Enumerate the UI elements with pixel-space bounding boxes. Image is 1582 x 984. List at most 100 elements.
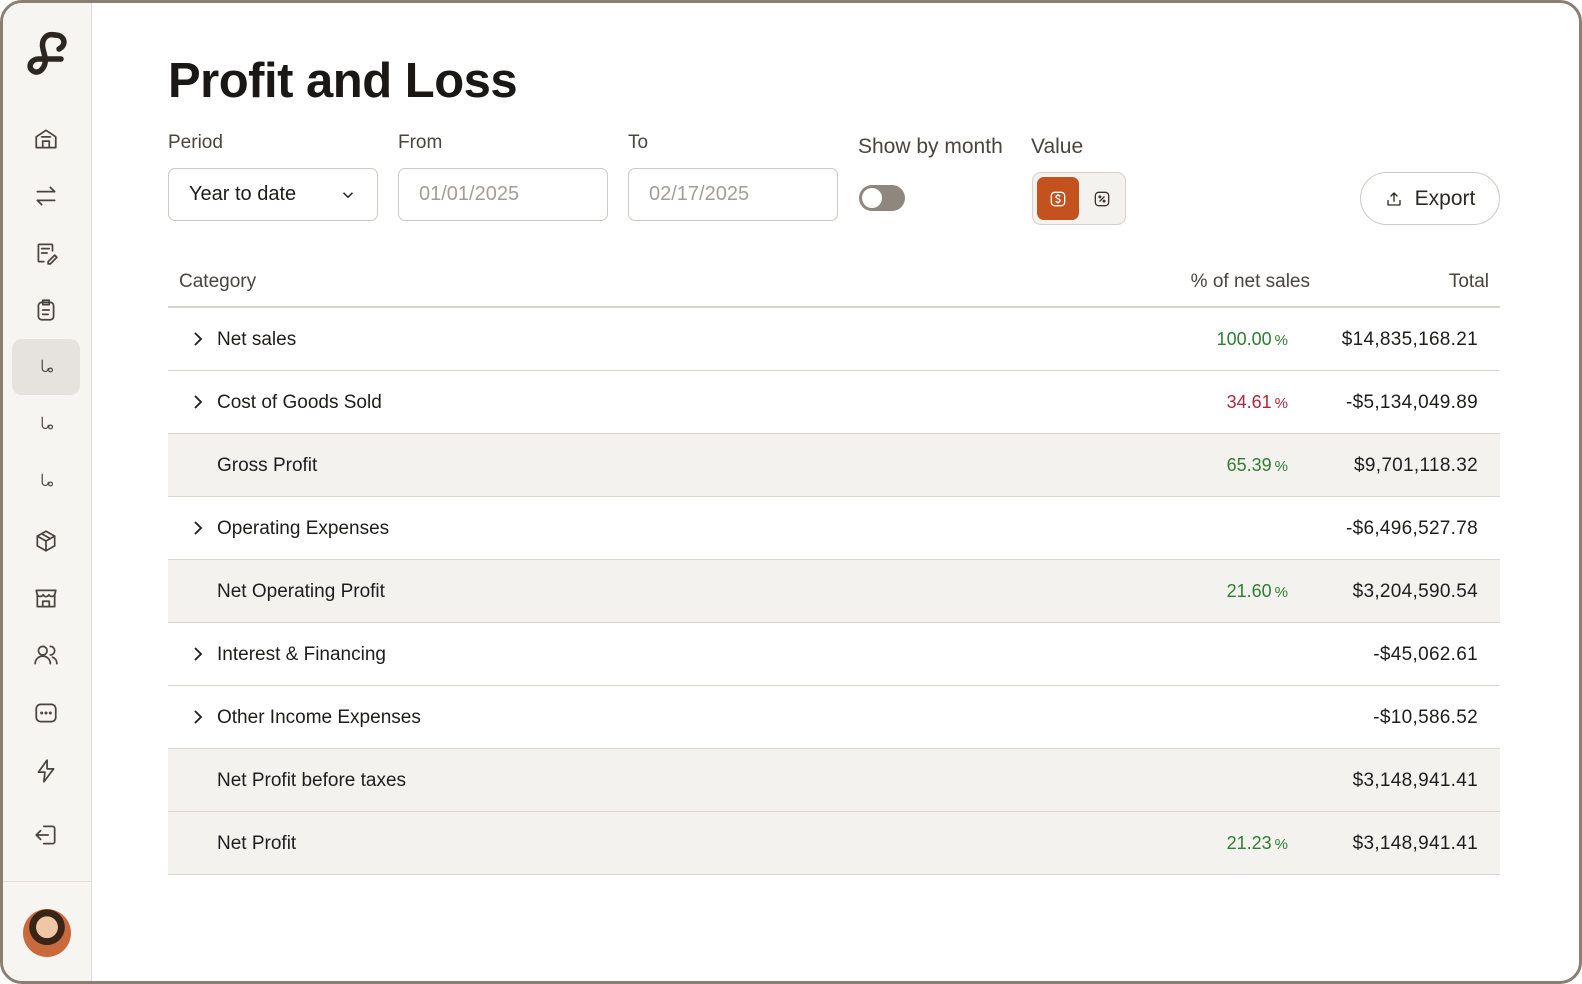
row-category: Other Income Expenses xyxy=(217,707,421,728)
sidebar-item-reports-2[interactable] xyxy=(12,396,80,452)
avatar[interactable] xyxy=(23,909,71,957)
table-row: Net Operating Profit 21.60% $3,204,590.54 xyxy=(168,560,1500,623)
from-label: From xyxy=(398,132,443,153)
row-percent: 34.61% xyxy=(1227,392,1288,413)
page-title: Profit and Loss xyxy=(168,54,518,108)
sidebar xyxy=(3,3,92,981)
sidebar-item-more[interactable] xyxy=(12,685,80,741)
table-body: Net sales 100.00% $14,835,168.21 Cost of Go… xyxy=(168,308,1500,875)
row-category: Net Operating Profit xyxy=(217,581,385,602)
sidebar-item-logout[interactable] xyxy=(12,807,80,863)
chevron-down-icon xyxy=(342,191,354,198)
percent-sign: % xyxy=(1274,332,1288,349)
column-header-total[interactable]: Total xyxy=(1448,271,1489,292)
table-row[interactable]: Other Income Expenses -$10,586.52 xyxy=(168,686,1500,749)
period-label: Period xyxy=(168,132,223,153)
sidebar-divider xyxy=(3,881,92,882)
value-percent-button[interactable] xyxy=(1081,177,1123,220)
table-row[interactable]: Interest & Financing -$45,062.61 xyxy=(168,623,1500,686)
users-icon xyxy=(34,645,58,665)
clipboard-icon xyxy=(37,299,55,321)
row-total: -$10,586.52 xyxy=(1373,707,1478,728)
invoice-edit-icon xyxy=(37,243,58,265)
row-percent: 21.23% xyxy=(1227,833,1288,854)
sidebar-item-reports[interactable] xyxy=(12,339,80,395)
lightning-icon xyxy=(37,759,55,783)
package-icon xyxy=(36,530,56,552)
dollar-icon xyxy=(1050,191,1066,206)
export-label: Export xyxy=(1414,186,1476,210)
row-total: -$5,134,049.89 xyxy=(1345,392,1478,413)
value-mode-switch xyxy=(1032,172,1126,225)
percent-sign: % xyxy=(1274,458,1288,475)
value-dollar-button[interactable] xyxy=(1037,177,1079,220)
report-icon xyxy=(41,473,53,487)
column-header-category[interactable]: Category xyxy=(179,271,257,292)
value-label: Value xyxy=(1031,135,1084,158)
chevron-right-icon[interactable] xyxy=(190,330,206,348)
percent-sign: % xyxy=(1274,836,1288,853)
table-row[interactable]: Net sales 100.00% $14,835,168.21 xyxy=(168,308,1500,371)
table-row[interactable]: Operating Expenses -$6,496,527.78 xyxy=(168,497,1500,560)
sidebar-item-automations[interactable] xyxy=(12,743,80,799)
from-date-input[interactable] xyxy=(398,168,608,221)
upload-icon xyxy=(1386,191,1401,206)
period-select-value: Year to date xyxy=(189,183,297,205)
shop-icon xyxy=(35,589,57,608)
chevron-right-icon[interactable] xyxy=(190,393,206,411)
percent-sign: % xyxy=(1274,584,1288,601)
profit-loss-table: Category % of net sales Total Net sales 1… xyxy=(168,251,1500,875)
row-percent-value: 21.60 xyxy=(1226,581,1272,601)
row-category: Net sales xyxy=(217,329,297,350)
table-row: Gross Profit 65.39% $9,701,118.32 xyxy=(168,434,1500,497)
table-row[interactable]: Cost of Goods Sold 34.61% -$5,134,049.89 xyxy=(168,371,1500,434)
row-percent-value: 65.39 xyxy=(1226,455,1272,475)
show-by-month-toggle[interactable] xyxy=(859,185,905,211)
row-category: Interest & Financing xyxy=(217,644,386,665)
more-icon xyxy=(35,703,57,723)
export-button[interactable]: Export xyxy=(1360,172,1500,225)
table-header: Category % of net sales Total xyxy=(168,251,1500,308)
row-total: $3,204,590.54 xyxy=(1352,581,1478,602)
sidebar-item-products[interactable] xyxy=(12,513,80,569)
chevron-right-icon[interactable] xyxy=(190,708,206,726)
sidebar-item-home[interactable] xyxy=(12,111,80,167)
column-header-percent[interactable]: % of net sales xyxy=(1190,271,1310,292)
row-category: Net Profit before taxes xyxy=(217,770,407,791)
to-date-input[interactable] xyxy=(628,168,838,221)
row-total: $3,148,941.41 xyxy=(1352,770,1478,791)
row-total: $9,701,118.32 xyxy=(1354,455,1478,476)
sidebar-item-reports-3[interactable] xyxy=(12,453,80,509)
row-percent: 100.00% xyxy=(1217,329,1288,350)
percent-sign: % xyxy=(1274,395,1288,412)
row-total: -$6,496,527.78 xyxy=(1345,518,1478,539)
store-icon xyxy=(35,129,57,149)
sidebar-item-stores[interactable] xyxy=(12,570,80,626)
sidebar-item-transfers[interactable] xyxy=(12,168,80,224)
row-percent-value: 100.00 xyxy=(1216,329,1272,349)
period-select[interactable]: Year to date xyxy=(168,168,378,221)
chevron-right-icon[interactable] xyxy=(190,645,206,663)
row-percent: 65.39% xyxy=(1227,455,1288,476)
percent-icon xyxy=(1094,191,1110,206)
sidebar-item-customers[interactable] xyxy=(12,627,80,683)
toggle-knob xyxy=(862,188,882,208)
row-percent: 21.60% xyxy=(1227,581,1288,602)
transfer-icon xyxy=(36,186,56,206)
row-total: $3,148,941.41 xyxy=(1352,833,1478,854)
row-total: $14,835,168.21 xyxy=(1341,329,1478,350)
row-category: Gross Profit xyxy=(217,455,318,476)
main-content: Profit and Loss Period Year to date From… xyxy=(92,3,1579,981)
app-logo[interactable] xyxy=(25,27,69,83)
row-category: Cost of Goods Sold xyxy=(217,392,382,413)
row-percent-value: 21.23 xyxy=(1226,833,1272,853)
show-by-month-label: Show by month xyxy=(858,135,1003,158)
logout-icon xyxy=(35,825,56,845)
row-category: Operating Expenses xyxy=(217,518,390,539)
sidebar-item-invoices[interactable] xyxy=(12,225,80,281)
sidebar-item-orders[interactable] xyxy=(12,282,80,338)
to-label: To xyxy=(628,132,649,153)
row-category: Net Profit xyxy=(217,833,297,854)
chevron-right-icon[interactable] xyxy=(190,519,206,537)
